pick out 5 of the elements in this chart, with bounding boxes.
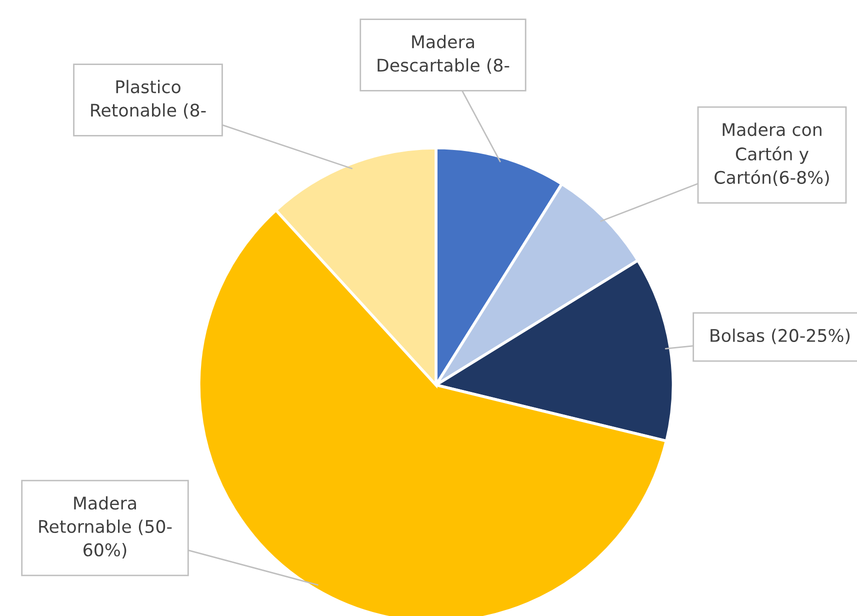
slice-label: Madera Retornable (50- 60%)	[39, 496, 172, 558]
slice-label: Bolsas (20-25%)	[710, 328, 850, 344]
slice-label: Madera con Cartón y Cartón(6-8%)	[714, 122, 829, 186]
slice-label: Madera Descartable (8-	[378, 34, 510, 74]
slice-label: Plastico Retonable (8-	[91, 80, 206, 119]
